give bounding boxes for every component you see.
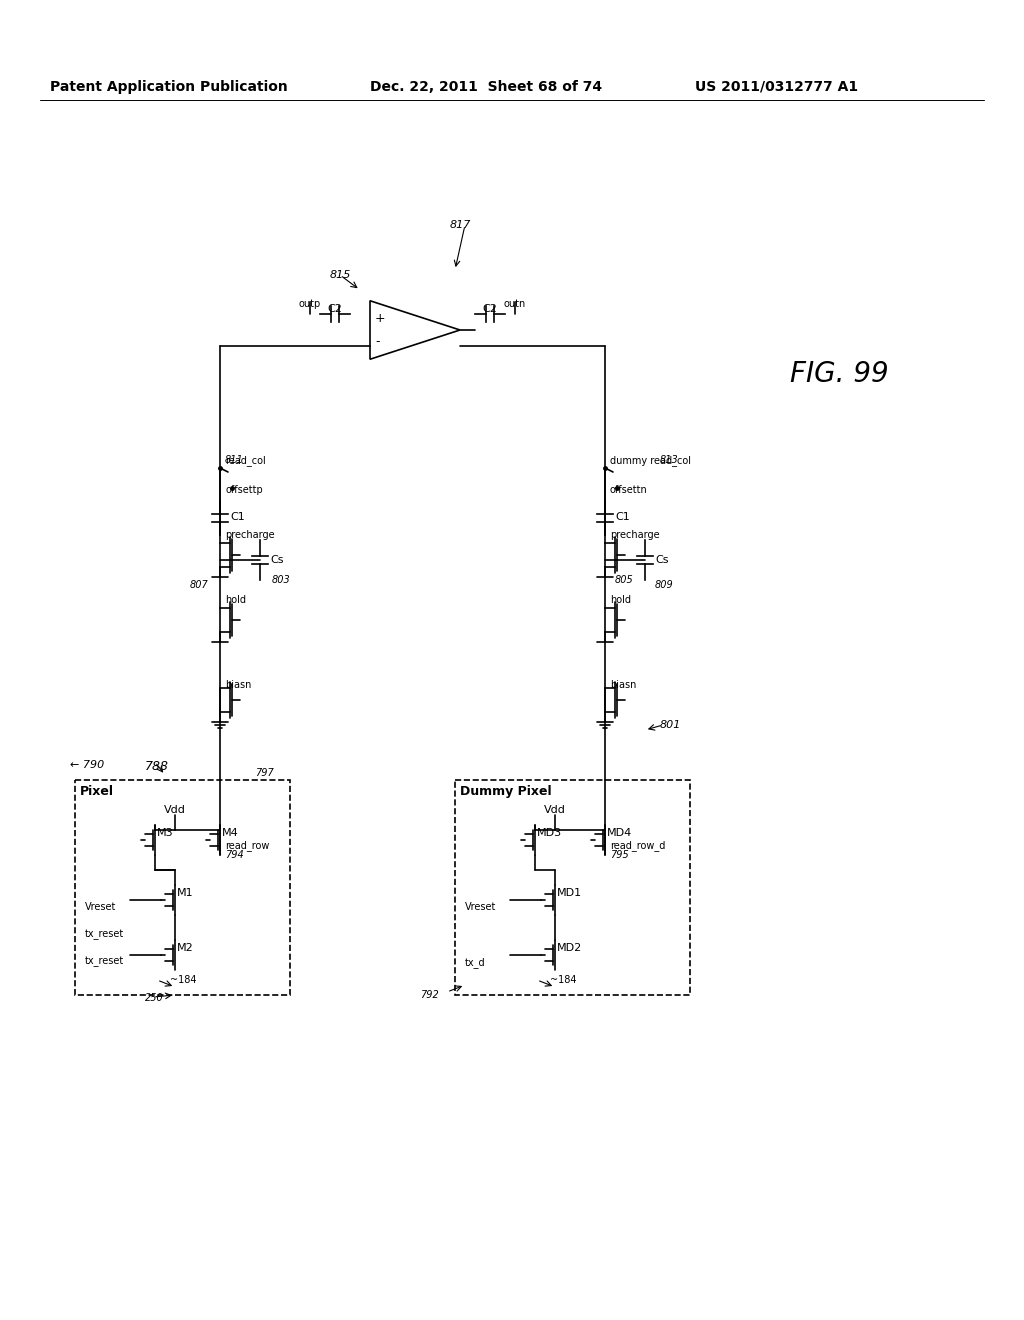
Text: Vreset: Vreset: [465, 902, 497, 912]
Text: 801: 801: [660, 719, 681, 730]
Text: Pixel: Pixel: [80, 785, 114, 799]
Text: read_row: read_row: [225, 840, 269, 851]
Text: M1: M1: [177, 888, 194, 898]
Text: MD4: MD4: [607, 828, 632, 838]
Text: 797: 797: [255, 768, 273, 777]
Text: M4: M4: [222, 828, 239, 838]
Text: hold: hold: [610, 595, 631, 605]
Text: US 2011/0312777 A1: US 2011/0312777 A1: [695, 81, 858, 94]
Text: -: -: [375, 335, 380, 347]
Text: precharge: precharge: [225, 531, 274, 540]
Text: Cs: Cs: [655, 554, 669, 565]
Text: tx_reset: tx_reset: [85, 957, 124, 968]
Text: offsettn: offsettn: [610, 484, 648, 495]
Text: C1: C1: [230, 512, 245, 523]
Text: outn: outn: [504, 300, 526, 309]
Text: C2: C2: [328, 304, 342, 314]
Text: M2: M2: [177, 942, 194, 953]
Text: precharge: precharge: [610, 531, 659, 540]
Text: biasn: biasn: [610, 680, 636, 690]
Text: 815: 815: [330, 271, 351, 280]
Text: read_row_d: read_row_d: [610, 840, 666, 851]
Text: 817: 817: [450, 220, 471, 230]
Text: tx_d: tx_d: [465, 957, 485, 968]
Text: 807: 807: [190, 579, 209, 590]
Text: 250: 250: [145, 993, 164, 1003]
Text: dummy read_col: dummy read_col: [610, 455, 691, 466]
Text: Dec. 22, 2011  Sheet 68 of 74: Dec. 22, 2011 Sheet 68 of 74: [370, 81, 602, 94]
Text: biasn: biasn: [225, 680, 251, 690]
Text: offsettp: offsettp: [225, 484, 263, 495]
Text: 811: 811: [225, 455, 244, 465]
Text: tx_reset: tx_reset: [85, 931, 124, 940]
Text: 794: 794: [225, 850, 244, 861]
Text: 792: 792: [420, 990, 438, 1001]
Text: hold: hold: [225, 595, 246, 605]
Text: 788: 788: [145, 760, 169, 774]
Text: C2: C2: [482, 304, 498, 314]
Text: Patent Application Publication: Patent Application Publication: [50, 81, 288, 94]
Text: Vdd: Vdd: [544, 805, 566, 814]
Text: Dummy Pixel: Dummy Pixel: [460, 785, 552, 799]
Text: MD3: MD3: [537, 828, 562, 838]
Text: ~184: ~184: [170, 975, 197, 985]
Bar: [75, 780, 290, 995]
Text: C1: C1: [615, 512, 630, 523]
Bar: [455, 780, 690, 995]
Text: outp: outp: [299, 300, 322, 309]
Text: ← 790: ← 790: [70, 760, 104, 770]
Text: MD2: MD2: [557, 942, 583, 953]
Text: Vreset: Vreset: [85, 902, 117, 912]
Text: 805: 805: [615, 576, 634, 585]
Text: M3: M3: [157, 828, 174, 838]
Text: Vdd: Vdd: [164, 805, 186, 814]
Text: FIG. 99: FIG. 99: [790, 360, 889, 388]
Text: 795: 795: [610, 850, 629, 861]
Text: 813: 813: [660, 455, 679, 465]
Text: Cs: Cs: [270, 554, 284, 565]
Text: +: +: [375, 313, 386, 325]
Text: MD1: MD1: [557, 888, 582, 898]
Text: 803: 803: [272, 576, 291, 585]
Text: read_col: read_col: [225, 455, 266, 466]
Text: ~184: ~184: [550, 975, 577, 985]
Text: 809: 809: [655, 579, 674, 590]
